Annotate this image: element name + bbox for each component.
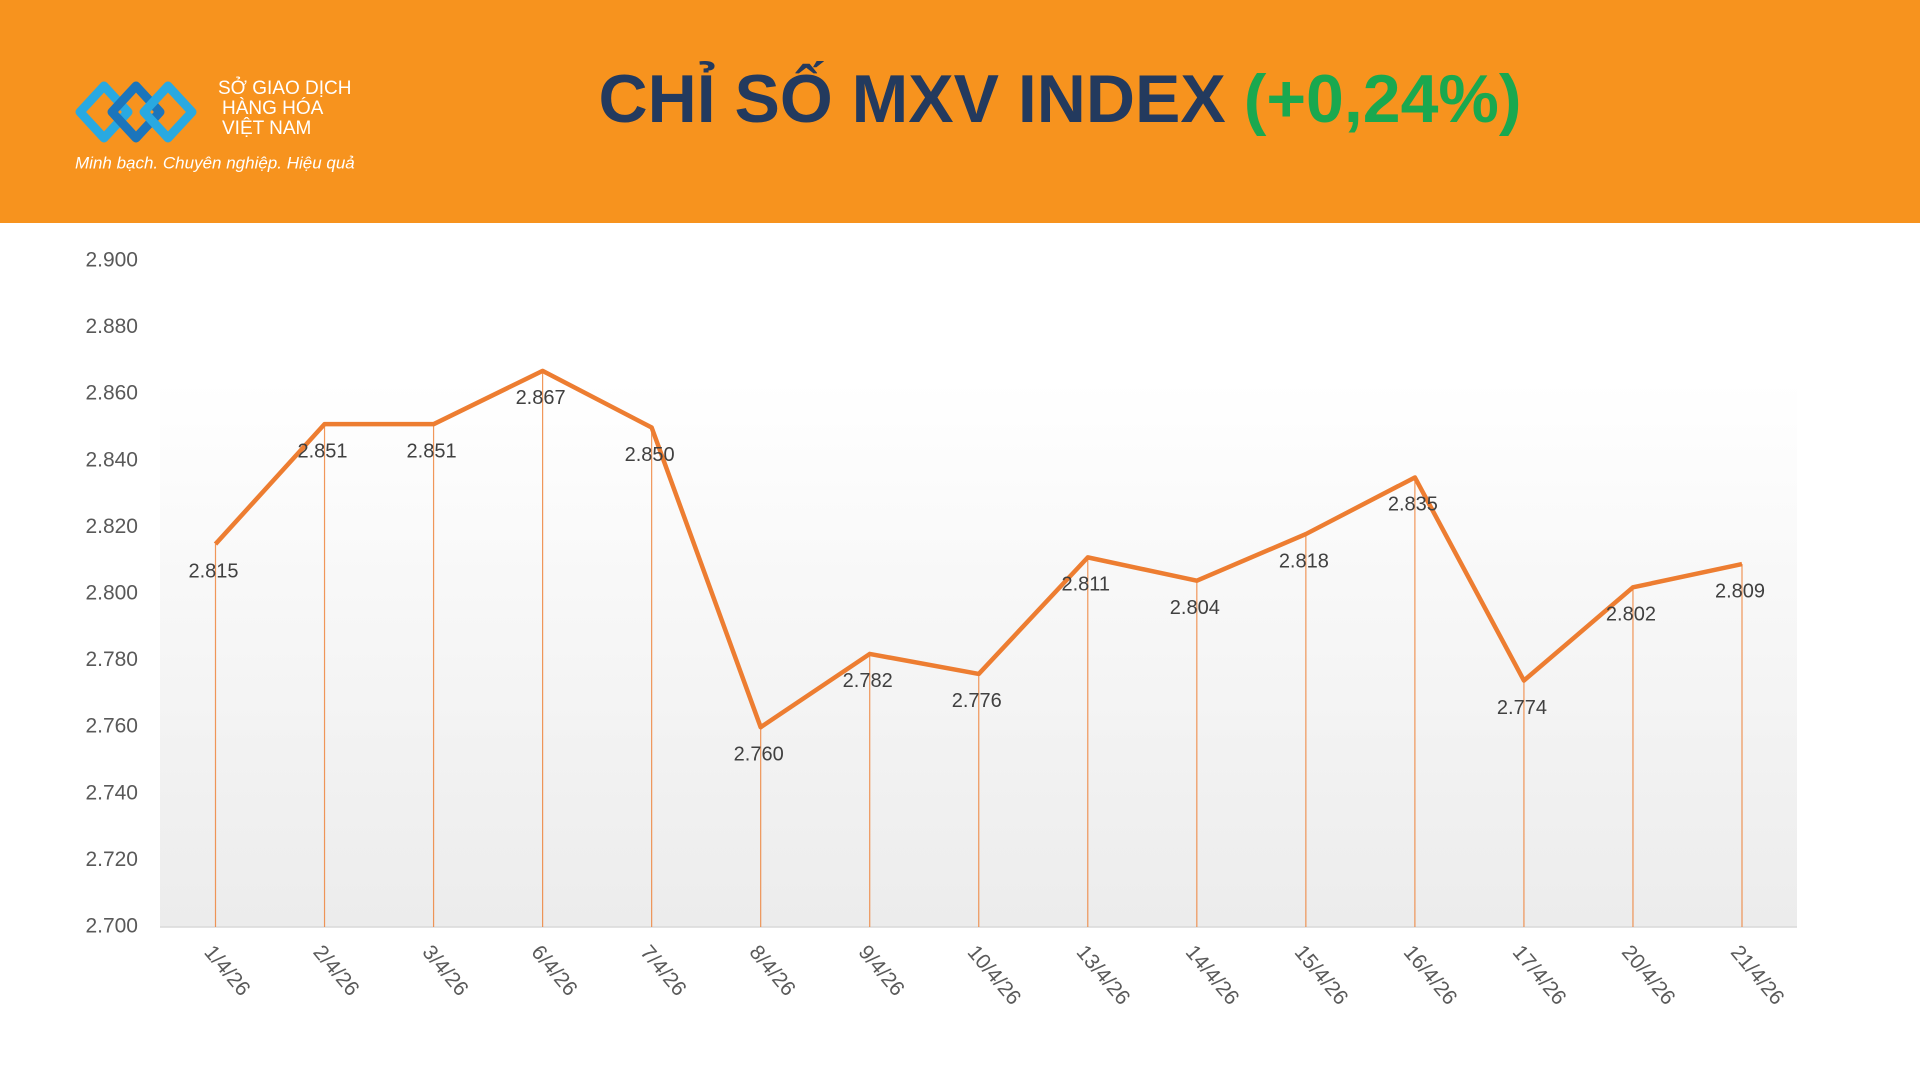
x-tick-label: 3/4/26 [417,941,472,1001]
slogan: Minh bạch. Chuyên nghiệp. Hiệu quả [75,153,355,172]
logo-text: VIỆT NAM [222,117,311,139]
x-tick-label: 20/4/26 [1617,941,1680,1009]
data-label: 2.835 [1388,494,1438,516]
x-tick-label: 1/4/26 [199,941,254,1001]
x-tick-label: 15/4/26 [1290,941,1353,1009]
y-tick-label: 2.760 [85,715,138,738]
data-label: 2.851 [298,440,348,462]
y-tick-label: 2.800 [85,582,138,605]
data-label: 2.774 [1497,697,1547,719]
y-tick-label: 2.700 [85,915,138,938]
x-tick-label: 2/4/26 [308,941,363,1001]
data-label: 2.851 [407,440,457,462]
line [213,368,1743,730]
x-tick-label: 10/4/26 [963,941,1026,1009]
title-change: (+0,24%) [1244,61,1522,137]
x-tick-label: 7/4/26 [636,941,691,1001]
y-tick-label: 2.860 [85,382,138,405]
x-tick-label: 16/4/26 [1399,941,1462,1009]
x-tick-label: 8/4/26 [745,941,800,1001]
data-label: 2.867 [516,387,566,409]
logo-mark [75,81,197,143]
y-tick-label: 2.880 [85,315,138,338]
data-label: 2.811 [1061,574,1110,596]
x-tick-label: 6/4/26 [527,941,582,1001]
y-tick-label: 2.840 [85,448,138,471]
data-label: 2.760 [734,743,784,765]
y-tick-label: 2.900 [85,249,138,272]
data-label: 2.850 [625,444,675,466]
x-tick-label: 13/4/26 [1072,941,1135,1009]
logo-text: SỞ GIAO DỊCH [218,77,351,99]
data-label: 2.809 [1715,580,1765,602]
x-tick-label: 17/4/26 [1508,941,1571,1009]
data-label: 2.818 [1279,550,1329,572]
title-main: CHỈ SỐ MXV INDEX [598,60,1225,137]
logo-text: HÀNG HÓA [222,97,324,119]
x-tick-label: 9/4/26 [854,941,909,1001]
data-label: 2.815 [188,560,238,582]
y-tick-label: 2.720 [85,848,138,871]
x-tick-label: 14/4/26 [1181,941,1244,1009]
x-tick-label: 21/4/26 [1726,941,1789,1009]
y-tick-label: 2.820 [85,515,138,538]
data-label: 2.776 [952,690,1002,712]
y-tick-label: 2.780 [85,648,138,671]
data-label: 2.782 [843,670,893,692]
chart-title: CHỈ SỐ MXV INDEX (+0,24%) [598,60,1521,137]
header-band [0,0,1920,223]
data-label: 2.802 [1606,604,1656,626]
data-label: 2.804 [1170,597,1220,619]
y-tick-label: 2.740 [85,781,138,804]
